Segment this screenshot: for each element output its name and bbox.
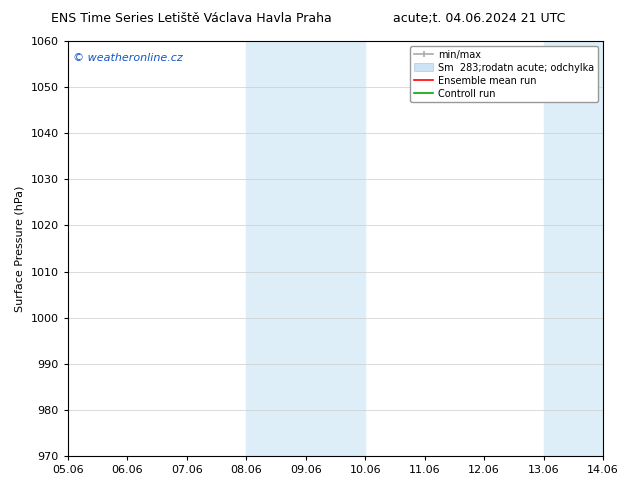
Text: ENS Time Series Letiště Václava Havla Praha: ENS Time Series Letiště Václava Havla Pr… [51, 12, 332, 25]
Text: © weatheronline.cz: © weatheronline.cz [73, 53, 183, 64]
Bar [543, 41, 603, 456]
Y-axis label: Surface Pressure (hPa): Surface Pressure (hPa) [15, 185, 25, 312]
Bar [246, 41, 365, 456]
Text: acute;t. 04.06.2024 21 UTC: acute;t. 04.06.2024 21 UTC [393, 12, 566, 25]
Legend: min/max, Sm  283;rodatn acute; odchylka, Ensemble mean run, Controll run: min/max, Sm 283;rodatn acute; odchylka, … [410, 46, 598, 102]
